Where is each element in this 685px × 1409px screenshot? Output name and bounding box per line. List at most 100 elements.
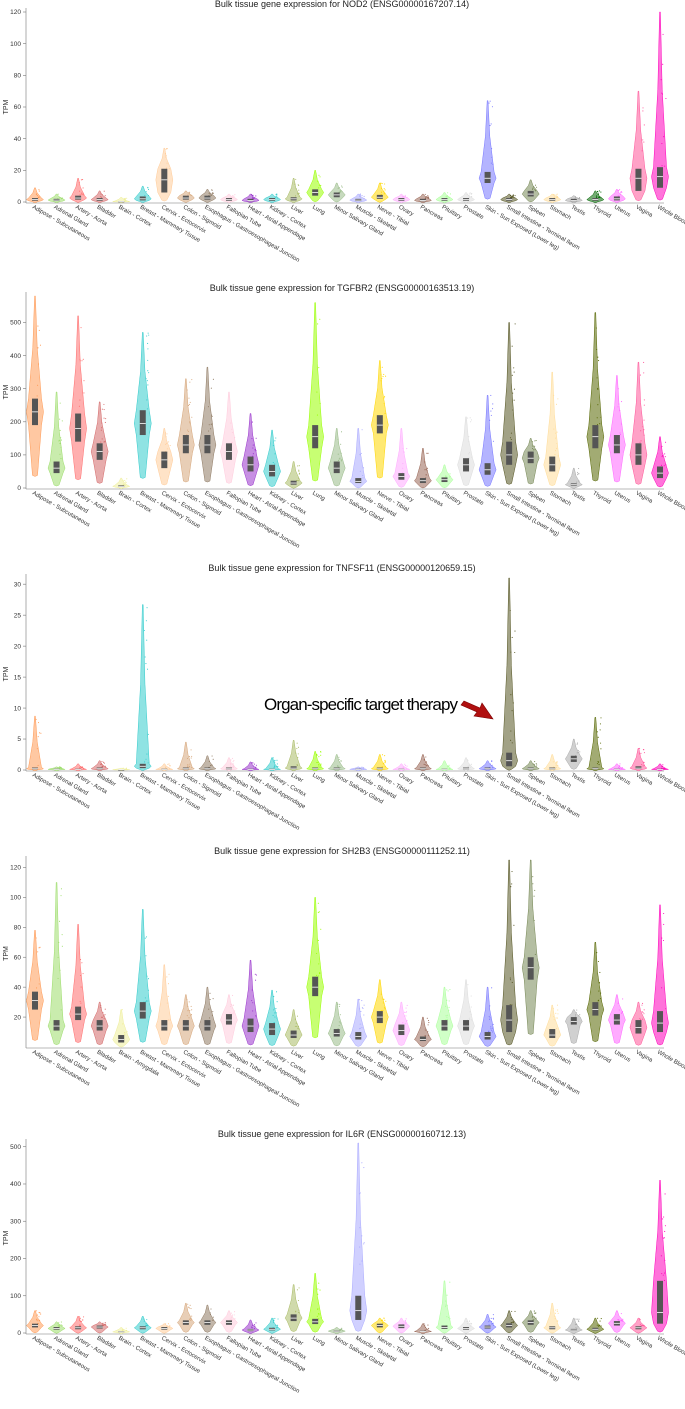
outlier-point (146, 607, 148, 609)
outlier-point (166, 162, 168, 164)
outlier-point (211, 414, 213, 416)
outlier-point (212, 758, 214, 760)
outlier-point (363, 1243, 365, 1245)
outlier-point (642, 139, 644, 141)
outlier-point (619, 763, 621, 765)
outlier-point (233, 765, 235, 767)
outlier-point (191, 416, 193, 418)
violin (521, 760, 540, 772)
outlier-point (252, 447, 254, 449)
x-tick-label: Uterus (613, 1050, 631, 1064)
violin (112, 1009, 130, 1048)
outlier-point (557, 1009, 559, 1011)
outlier-point (488, 1030, 490, 1032)
outlier-point (468, 441, 470, 443)
outlier-point (233, 1013, 235, 1015)
outlier-point (643, 419, 645, 421)
x-tick-label: Uterus (613, 205, 631, 219)
y-tick-label: 40 (14, 136, 22, 143)
outlier-point (39, 732, 41, 734)
outlier-point (60, 1321, 62, 1323)
outlier-point (531, 448, 534, 450)
violin (435, 192, 454, 204)
outlier-point (425, 765, 427, 767)
outlier-point (469, 1018, 471, 1020)
outlier-point (318, 174, 320, 176)
outlier-point (642, 1011, 644, 1014)
violin (90, 760, 109, 772)
outlier-point (641, 1002, 644, 1005)
outlier-point (82, 187, 84, 189)
violin (47, 882, 66, 1045)
outlier-point (404, 1011, 406, 1013)
outlier-point (619, 409, 621, 411)
outlier-point (557, 764, 559, 766)
outlier-point (660, 79, 662, 81)
outlier-point (641, 1018, 644, 1020)
outlier-point (59, 429, 61, 432)
outlier-point (640, 752, 642, 754)
violin (198, 366, 217, 483)
outlier-point (272, 757, 274, 759)
outlier-point (276, 197, 278, 199)
outlier-point (188, 1001, 190, 1003)
y-tick-label: 100 (10, 1293, 21, 1300)
x-tick-label: Stomach (548, 1050, 572, 1067)
violin (263, 757, 281, 772)
outlier-point (514, 630, 516, 632)
box (75, 413, 82, 442)
outlier-point (598, 360, 600, 362)
outlier-point (663, 923, 665, 925)
outlier-point (275, 437, 277, 439)
outlier-point (597, 1325, 599, 1327)
violin (608, 763, 626, 772)
outlier-point (103, 417, 105, 419)
outlier-point (189, 766, 191, 768)
outlier-point (79, 1320, 82, 1322)
outlier-point (469, 766, 471, 769)
outlier-point (597, 387, 599, 389)
outlier-point (251, 1324, 254, 1326)
outlier-point (380, 993, 382, 995)
outlier-point (167, 1323, 169, 1325)
outlier-point (166, 433, 168, 435)
outlier-point (251, 1326, 253, 1328)
outlier-point (337, 1027, 339, 1030)
outlier-point (187, 430, 189, 433)
box (441, 1020, 448, 1031)
x-tick-label: Testis (570, 1336, 586, 1349)
outlier-point (448, 476, 450, 478)
outlier-point (318, 963, 320, 965)
outlier-point (642, 426, 644, 428)
outlier-point (191, 1009, 193, 1011)
outlier-point (488, 102, 490, 104)
outlier-point (38, 189, 40, 191)
violin (608, 375, 626, 483)
outlier-point (556, 1309, 558, 1311)
outlier-point (532, 1315, 534, 1318)
outlier-point (489, 1320, 491, 1322)
violin (26, 930, 44, 1041)
outlier-point (640, 1019, 642, 1021)
outlier-point (359, 1192, 361, 1194)
violin (133, 185, 152, 203)
box (527, 957, 534, 980)
outlier-point (38, 190, 40, 192)
outlier-point (255, 974, 257, 976)
outlier-point (449, 768, 451, 770)
outlier-point (556, 762, 558, 764)
violin (111, 1327, 131, 1335)
outlier-point (37, 736, 39, 738)
violin (220, 391, 238, 484)
outlier-point (428, 1022, 430, 1024)
outlier-point (169, 444, 171, 447)
outlier-point (208, 430, 210, 432)
outlier-point (318, 1282, 320, 1284)
outlier-point (449, 1281, 451, 1283)
outlier-point (358, 1028, 361, 1030)
outlier-point (211, 189, 213, 191)
x-tick-label: Pancreas (419, 1050, 444, 1068)
x-tick-label: Pituitary (440, 773, 462, 789)
outlier-point (126, 197, 128, 199)
outlier-point (60, 1009, 62, 1011)
